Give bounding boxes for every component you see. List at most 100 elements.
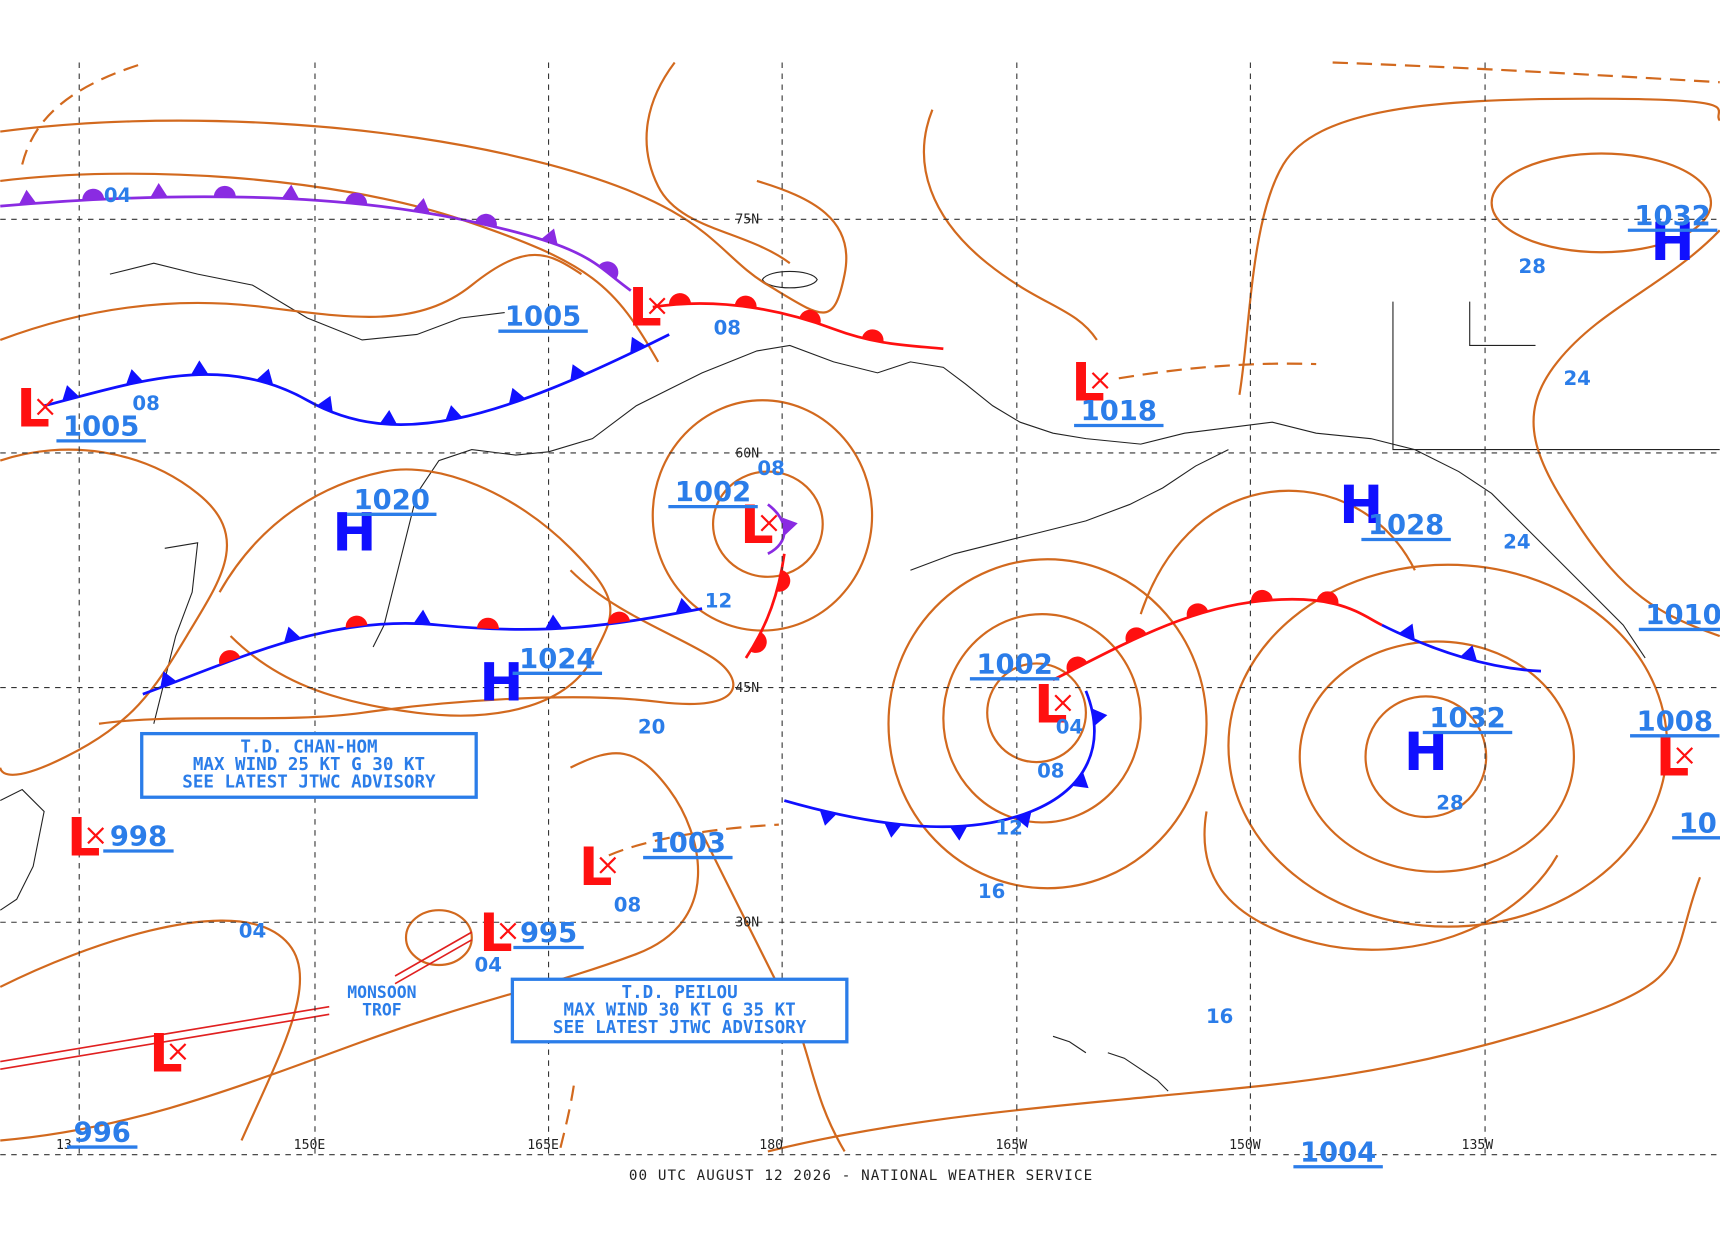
front-triangle — [1398, 623, 1415, 641]
isobar-label: 08 — [1037, 759, 1064, 782]
pressure-label: 996 — [74, 1118, 131, 1149]
isobar — [0, 172, 660, 363]
coastline — [910, 449, 1229, 571]
isobar — [0, 119, 848, 314]
coastline — [761, 270, 818, 289]
front-symbol — [379, 410, 398, 425]
pressure-label: 1005 — [63, 411, 139, 442]
isobar-label: 24 — [1503, 530, 1530, 553]
latitude-label: 60N — [735, 446, 759, 461]
front-symbol — [1186, 603, 1209, 618]
isobar — [404, 909, 473, 967]
front-symbol — [1125, 627, 1147, 643]
front-symbol — [819, 809, 837, 826]
front-semicircle — [475, 213, 497, 228]
low-symbol: L — [67, 807, 101, 868]
labels: 75N 60N 45N 30N 13 150E 165E 180 165W 150W 135W L 10… — [16, 184, 1720, 1169]
front-symbol — [62, 385, 80, 402]
isobar — [942, 613, 1142, 824]
front-semicircle — [1251, 589, 1273, 602]
isobar — [0, 752, 700, 1142]
advisory-text: MAX WIND 30 KT G 35 KT — [563, 1000, 795, 1020]
front-semicircle — [861, 329, 884, 343]
longitude-label: 180 — [759, 1138, 783, 1153]
front-symbol — [413, 609, 432, 625]
isobar — [922, 109, 1098, 341]
advisory-text: SEE LATEST JTWC ADVISORY — [553, 1018, 807, 1038]
coastline — [1392, 301, 1720, 451]
isobar-label: 04 — [475, 954, 502, 977]
isobar — [98, 569, 735, 725]
front-triangle — [125, 369, 144, 385]
isobar-label: 08 — [614, 893, 641, 916]
low-center-x — [1676, 747, 1694, 765]
isobar — [1227, 563, 1669, 928]
front-semicircle — [213, 185, 236, 197]
front-symbol — [949, 825, 968, 841]
longitude-label: 165W — [996, 1138, 1028, 1153]
latitude-label: 45N — [735, 681, 759, 696]
front-symbol — [475, 213, 497, 228]
front-symbol — [541, 228, 558, 245]
annotation: MONSOON — [347, 983, 416, 1002]
pressure-label: 995 — [520, 918, 577, 949]
front-triangle — [949, 825, 968, 841]
front-semicircle — [598, 261, 619, 280]
front-symbol — [508, 387, 526, 405]
front-triangle — [316, 395, 333, 413]
isobar — [218, 468, 612, 717]
isobar-label: 28 — [1436, 791, 1463, 814]
advisory-text: T.D. PEILOU — [622, 983, 738, 1003]
low-center-x — [36, 398, 54, 416]
isobar-label: 24 — [1563, 367, 1590, 390]
low-center-x — [499, 922, 517, 940]
warm-front — [652, 302, 944, 351]
advisory-text: T.D. CHAN-HOM — [240, 737, 377, 757]
front-semicircle — [1316, 591, 1339, 605]
front-symbol — [219, 650, 241, 665]
warm-front — [1052, 597, 1383, 682]
front-symbol — [1398, 623, 1415, 641]
isobar-label: 16 — [1206, 1005, 1233, 1028]
occluded-front — [0, 195, 632, 292]
pressure-label: 1002 — [675, 477, 751, 508]
front-semicircle — [799, 309, 821, 325]
pressure-label: 1024 — [519, 644, 595, 675]
front-symbol — [150, 182, 168, 198]
front-symbol — [608, 611, 631, 625]
low-symbol: L — [579, 837, 613, 898]
low-center-x — [1054, 694, 1072, 712]
front-symbol — [734, 295, 757, 309]
isobar — [608, 823, 779, 857]
front-symbol — [1251, 589, 1273, 602]
monsoon-trough — [0, 931, 473, 1071]
latitude-label: 30N — [735, 916, 759, 931]
isobar — [1139, 489, 1416, 615]
front-symbol — [345, 615, 368, 629]
front-triangle — [544, 614, 563, 630]
front-triangle — [819, 809, 837, 826]
front-triangle — [884, 822, 902, 838]
front-symbol — [1014, 811, 1032, 828]
front-symbol — [82, 188, 105, 201]
front-triangle — [1072, 772, 1089, 789]
front-symbol — [345, 192, 368, 205]
pressure-label: 998 — [110, 821, 167, 852]
advisory-box — [510, 977, 849, 1044]
front-triangle — [281, 184, 300, 200]
longitude-label: 13 — [56, 1138, 72, 1153]
isobar-label: 20 — [638, 716, 665, 739]
isobar — [0, 253, 583, 341]
isobar — [1118, 362, 1317, 380]
isobar-label: 04 — [239, 920, 266, 943]
cold-front — [783, 690, 1096, 829]
front-semicircle — [345, 192, 368, 205]
isobar-label: 12 — [705, 590, 732, 613]
front-symbol — [256, 368, 274, 385]
front-symbol — [125, 369, 144, 385]
front-semicircle — [750, 632, 767, 653]
front-semicircle — [82, 188, 105, 201]
front-symbol — [884, 822, 902, 838]
isobar — [887, 558, 1208, 890]
